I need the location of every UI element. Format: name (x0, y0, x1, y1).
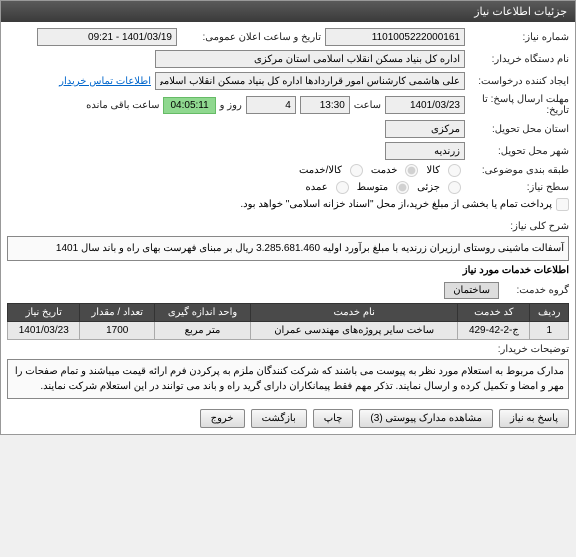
print-button[interactable]: چاپ (313, 409, 354, 428)
days-field (246, 96, 296, 114)
label-deadline: مهلت ارسال پاسخ: تا تاریخ: (469, 94, 569, 116)
label-desc: شرح کلی نیاز: (469, 221, 569, 232)
respond-button[interactable]: پاسخ به نیاز (499, 409, 569, 428)
countdown: 04:05:11 (163, 97, 215, 114)
city-field (385, 142, 465, 160)
label-remaining: ساعت باقی مانده (86, 100, 159, 111)
radio-omde[interactable] (336, 181, 349, 194)
label-time: ساعت (354, 100, 381, 111)
deadline-time-field (300, 96, 350, 114)
cell: ج-2-42-429 (458, 322, 530, 340)
label-jozei: جزئی (417, 182, 440, 193)
org-field (155, 50, 465, 68)
label-city: شهر محل تحویل: (469, 146, 569, 157)
label-days: روز و (220, 100, 242, 111)
province-field (385, 120, 465, 138)
label-omde: عمده (306, 182, 328, 193)
cell: 1 (530, 322, 569, 340)
col-header: تاریخ نیاز (8, 304, 80, 322)
label-both: کالا/خدمت (299, 165, 342, 176)
radio-khadmat[interactable] (405, 164, 418, 177)
attachments-button[interactable]: مشاهده مدارک پیوستی (3) (359, 409, 493, 428)
cell: 1401/03/23 (8, 322, 80, 340)
label-org: نام دستگاه خریدار: (469, 54, 569, 65)
label-req-no: شماره نیاز: (469, 32, 569, 43)
col-header: کد خدمت (458, 304, 530, 322)
radio-motavaset[interactable] (396, 181, 409, 194)
col-header: واحد اندازه گیری (154, 304, 250, 322)
label-category: طبقه بندی موضوعی: (469, 165, 569, 176)
label-group: گروه خدمت: (509, 285, 569, 296)
label-khadmat: خدمت (371, 165, 398, 176)
window-titlebar: جزئیات اطلاعات نیاز (1, 1, 575, 22)
radio-kala[interactable] (448, 164, 461, 177)
col-header: ردیف (530, 304, 569, 322)
pay-note: پرداخت تمام یا بخشی از مبلغ خرید،از محل … (240, 199, 552, 210)
label-level: سطح نیاز: (469, 182, 569, 193)
label-notes: توضیحات خریدار: (469, 344, 569, 355)
col-header: تعداد / مقدار (80, 304, 154, 322)
radio-both[interactable] (350, 164, 363, 177)
back-button[interactable]: بازگشت (251, 409, 307, 428)
deadline-date-field (385, 96, 465, 114)
label-kala: کالا (426, 165, 440, 176)
notes-box: مدارک مربوط به استعلام مورد نظر به پیوست… (7, 359, 569, 399)
exit-button[interactable]: خروج (200, 409, 245, 428)
table-row: 1ج-2-42-429ساخت سایر پروژه‌های مهندسی عم… (8, 322, 569, 340)
label-motavaset: متوسط (357, 182, 388, 193)
label-announce: تاریخ و ساعت اعلان عمومی: (181, 32, 321, 43)
description-box: آسفالت ماشینی روستای ارزیران زرندیه با م… (7, 236, 569, 261)
req-no-field (325, 28, 465, 46)
group-tab[interactable]: ساختمان (444, 282, 499, 299)
contact-link[interactable]: اطلاعات تماس خریدار (59, 76, 151, 87)
section-title: اطلاعات خدمات مورد نیاز (7, 265, 569, 276)
radio-jozei[interactable] (448, 181, 461, 194)
services-table: ردیفکد خدمتنام خدمتواحد اندازه گیریتعداد… (7, 303, 569, 340)
announce-field (37, 28, 177, 46)
cell: 1700 (80, 322, 154, 340)
cell: متر مربع (154, 322, 250, 340)
pay-check[interactable] (556, 198, 569, 211)
label-province: استان محل تحویل: (469, 124, 569, 135)
label-creator: ایجاد کننده درخواست: (469, 76, 569, 87)
creator-field (155, 72, 465, 90)
cell: ساخت سایر پروژه‌های مهندسی عمران (251, 322, 458, 340)
col-header: نام خدمت (251, 304, 458, 322)
